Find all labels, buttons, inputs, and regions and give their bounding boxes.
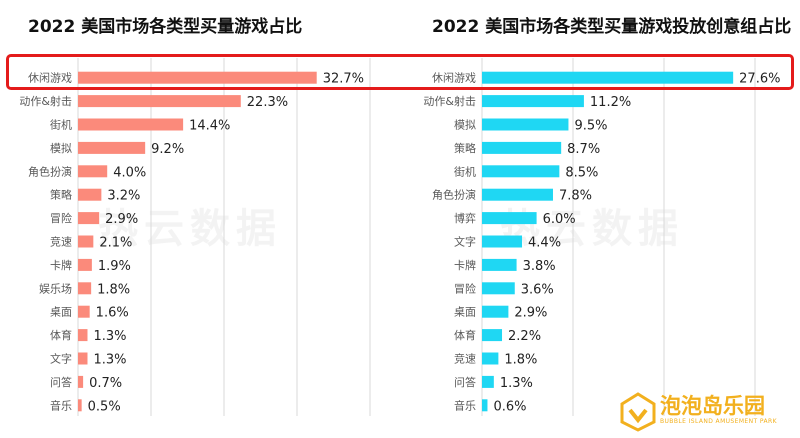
right-value-label: 27.6%: [739, 72, 780, 87]
right-value-label: 7.8%: [559, 189, 592, 204]
right-category-label: 竞速: [454, 352, 476, 366]
right-category-label: 冒险: [454, 281, 476, 295]
left-category-label: 街机: [50, 118, 72, 132]
left-category-label: 音乐: [50, 398, 72, 412]
right-bar: [482, 71, 734, 84]
left-category-label: 角色扮演: [28, 164, 72, 178]
left-value-label: 2.1%: [99, 236, 132, 251]
logo-text: 泡泡岛乐园: [660, 394, 765, 418]
right-bar: [482, 258, 517, 271]
right-category-label: 策略: [454, 141, 476, 155]
left-value-label: 0.7%: [89, 376, 122, 391]
left-category-label: 策略: [50, 188, 72, 202]
right-value-label: 3.6%: [521, 282, 554, 297]
bubble-island-logo: 泡泡岛乐园 BUBBLE ISLAND AMUSEMENT PARK: [620, 390, 795, 434]
left-category-label: 文字: [50, 352, 72, 366]
right-category-label: 休闲游戏: [432, 71, 476, 85]
watermark-left: 热云数据: [98, 206, 282, 252]
right-value-label: 1.3%: [500, 376, 533, 391]
left-bar: [78, 141, 146, 154]
left-bar: [78, 352, 88, 365]
right-bar: [482, 375, 494, 388]
left-category-label: 冒险: [50, 211, 72, 225]
right-category-label: 音乐: [454, 398, 476, 412]
right-value-label: 6.0%: [543, 212, 576, 227]
left-bar: [78, 118, 184, 131]
right-category-label: 动作&射击: [423, 94, 476, 108]
right-bar: [482, 352, 499, 365]
right-category-label: 模拟: [454, 118, 476, 132]
left-category-label: 模拟: [50, 141, 72, 155]
left-value-label: 14.4%: [189, 119, 230, 134]
right-bar: [482, 282, 515, 295]
right-value-label: 2.9%: [514, 306, 547, 321]
right-category-label: 文字: [454, 235, 476, 249]
right-value-label: 9.5%: [574, 119, 607, 134]
left-value-label: 1.3%: [93, 353, 126, 368]
right-bar: [482, 329, 503, 342]
left-value-label: 2.9%: [105, 212, 138, 227]
left-bar: [78, 165, 108, 178]
left-category-label: 动作&射击: [19, 94, 72, 108]
left-category-label: 桌面: [50, 306, 72, 319]
left-value-label: 1.9%: [98, 259, 131, 274]
left-category-label: 卡牌: [50, 258, 72, 272]
right-value-label: 4.4%: [528, 236, 561, 251]
right-value-label: 2.2%: [508, 329, 541, 344]
left-value-label: 1.8%: [97, 282, 130, 297]
chart-title-left: 2022 美国市场各类型买量游戏占比: [28, 17, 303, 37]
left-value-label: 22.3%: [247, 95, 288, 110]
left-bar: [78, 282, 92, 295]
right-category-label: 问答: [454, 375, 476, 389]
left-category-label: 体育: [50, 328, 72, 342]
bubble-island-logo-icon: [620, 392, 656, 432]
left-bar: [78, 212, 100, 225]
left-bar: [78, 399, 82, 412]
left-bar: [78, 235, 94, 248]
right-bar: [482, 165, 560, 178]
left-category-label: 竞速: [50, 235, 72, 249]
left-bar: [78, 188, 102, 201]
left-bar: [78, 71, 317, 84]
left-bar: [78, 329, 88, 342]
right-category-label: 角色扮演: [432, 188, 476, 202]
right-bar: [482, 212, 537, 225]
left-category-label: 娱乐场: [39, 281, 72, 295]
left-bar: [78, 375, 84, 388]
right-category-label: 卡牌: [454, 258, 476, 272]
right-category-label: 博弈: [454, 211, 476, 225]
right-value-label: 0.6%: [493, 399, 526, 414]
right-value-label: 1.8%: [504, 353, 537, 368]
left-value-label: 4.0%: [113, 165, 146, 180]
left-value-label: 1.3%: [93, 329, 126, 344]
left-value-label: 32.7%: [323, 72, 364, 87]
left-bar: [78, 258, 92, 271]
left-value-label: 1.6%: [96, 306, 129, 321]
left-value-label: 0.5%: [88, 399, 121, 414]
left-bar: [78, 95, 241, 108]
right-bar: [482, 141, 562, 154]
right-bar: [482, 305, 509, 318]
right-value-label: 8.5%: [565, 165, 598, 180]
right-bar: [482, 399, 488, 412]
top-category-highlight-box: [6, 54, 794, 90]
right-category-label: 街机: [454, 164, 476, 178]
right-value-label: 8.7%: [567, 142, 600, 157]
right-bar: [482, 235, 523, 248]
left-category-label: 问答: [50, 375, 72, 389]
left-value-label: 9.2%: [151, 142, 184, 157]
left-value-label: 3.2%: [107, 189, 140, 204]
right-value-label: 11.2%: [590, 95, 631, 110]
right-category-label: 桌面: [454, 306, 476, 319]
right-category-label: 体育: [454, 328, 476, 342]
left-bar: [78, 305, 90, 318]
right-value-label: 3.8%: [523, 259, 556, 274]
chart-title-right: 2022 美国市场各类型买量游戏投放创意组占比: [432, 17, 792, 37]
left-category-label: 休闲游戏: [28, 71, 72, 85]
logo-subtext: BUBBLE ISLAND AMUSEMENT PARK: [660, 418, 777, 425]
right-bar: [482, 95, 584, 108]
right-bar: [482, 118, 569, 131]
right-bar: [482, 188, 553, 201]
